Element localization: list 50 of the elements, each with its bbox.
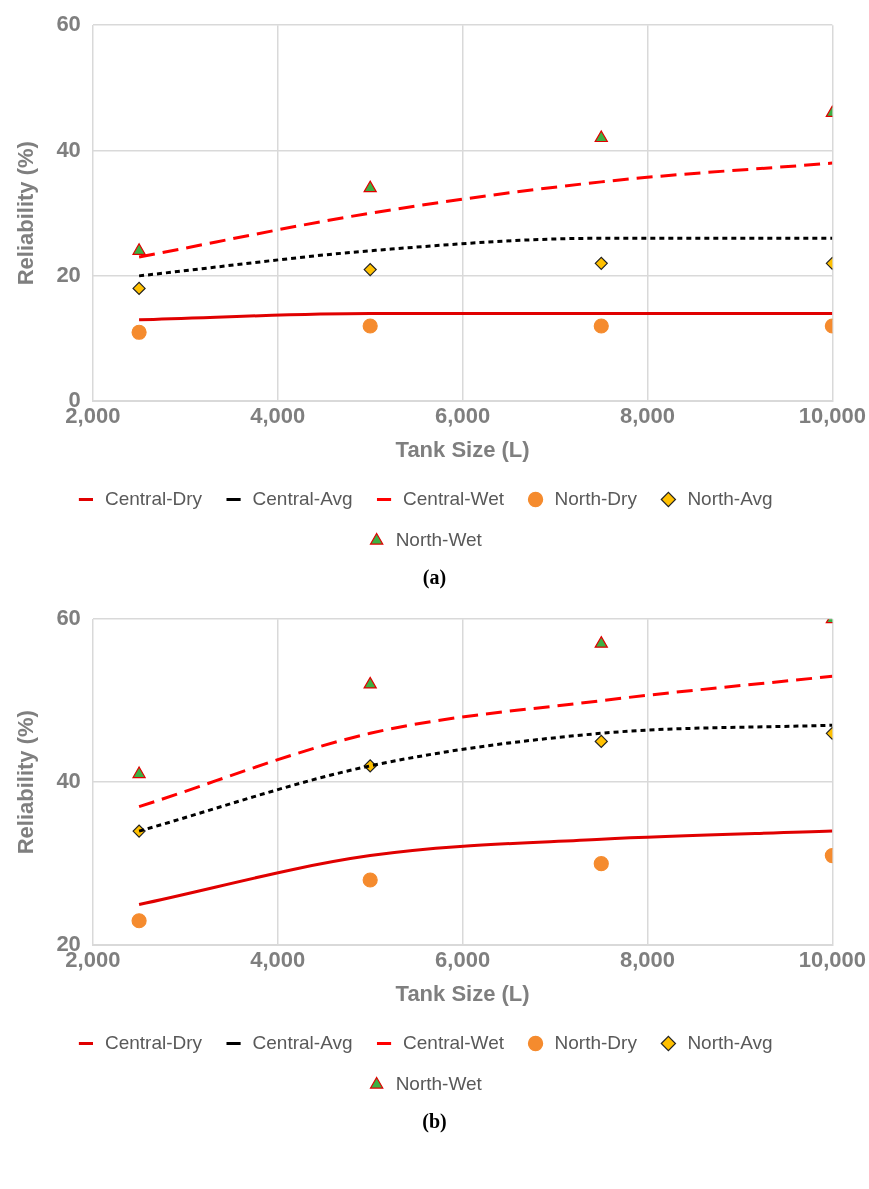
point (594, 636, 608, 648)
legend-label: North-Dry (554, 487, 638, 509)
y-tick-label: 60 (56, 605, 81, 631)
point (593, 318, 609, 334)
legend-label: North-Wet (395, 528, 483, 550)
point (131, 913, 147, 929)
legend-label: Central-Avg (252, 1031, 353, 1053)
point (594, 256, 608, 270)
x-tick-label: 10,000 (798, 403, 866, 429)
y-tick-label: 40 (56, 768, 81, 794)
legend-label: Central-Wet (403, 487, 505, 509)
x-tick-label: 6,000 (435, 947, 491, 973)
y-tick-label: 60 (56, 11, 81, 37)
point (363, 180, 377, 193)
x-tick-label: 4,000 (250, 403, 306, 429)
point (594, 734, 608, 749)
point (594, 130, 608, 143)
legend-label: Central-Dry (104, 1031, 203, 1053)
x-tick-label: 10,000 (798, 947, 866, 973)
legend-label: North-Avg (687, 1031, 773, 1053)
point (362, 318, 378, 334)
text: (a) (421, 565, 448, 591)
legend-label: North-Avg (687, 487, 773, 509)
x-axis-title: Tank Size (L) (395, 980, 530, 1006)
x-tick-label: 6,000 (435, 403, 491, 429)
legend-label: Central-Wet (403, 1031, 505, 1053)
x-axis-title: Tank Size (L) (395, 436, 530, 462)
y-axis-title: Reliability (%) (13, 141, 39, 286)
legend-label: North-Dry (554, 1031, 638, 1053)
y-tick-label: 20 (56, 261, 81, 287)
legend-label: Central-Dry (104, 487, 203, 509)
point (132, 243, 146, 255)
point (593, 856, 609, 872)
x-tick-label: 8,000 (619, 403, 676, 429)
point (131, 324, 147, 340)
text: (b) (421, 1109, 448, 1134)
line-series (137, 674, 833, 809)
x-tick-label: 8,000 (619, 947, 676, 973)
line-series (137, 161, 833, 259)
legend-label: Central-Avg (252, 487, 353, 509)
x-tick-label: 4,000 (250, 947, 306, 973)
point (362, 872, 378, 888)
point (363, 263, 377, 277)
point (132, 281, 146, 295)
point (132, 766, 146, 779)
point (363, 676, 377, 689)
legend-label: North-Wet (395, 1072, 483, 1094)
y-axis-title: Reliability (%) (13, 710, 39, 855)
line-series (137, 829, 833, 906)
y-tick-label: 40 (56, 136, 81, 162)
